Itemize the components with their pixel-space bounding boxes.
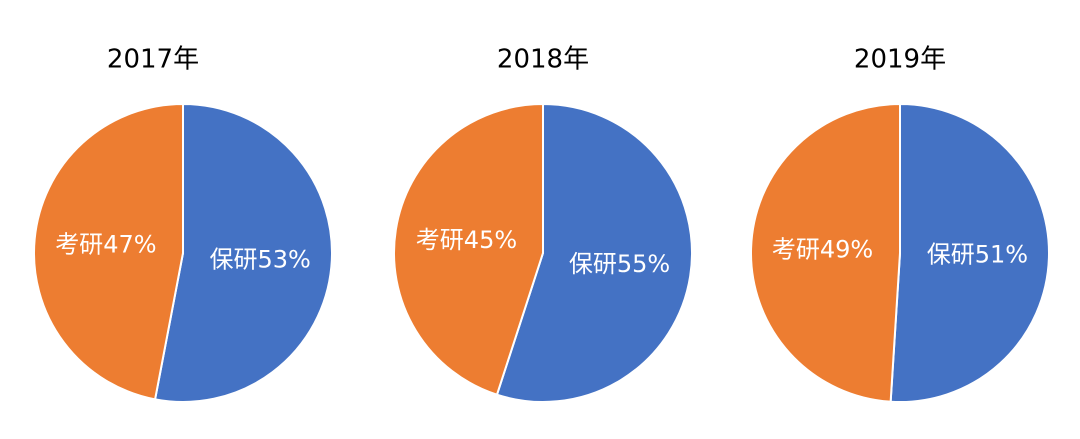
pie-slice [750,102,901,403]
pie-slice [495,102,693,403]
category-label: 考研 [55,231,103,259]
chart-title: 2019年 [854,45,946,75]
chart-title: 2017年 [107,45,199,75]
category-label: 考研 [772,236,820,264]
value-label: 53% [257,245,310,273]
category-label: 保研 [209,245,257,273]
category-label: 保研 [927,240,975,268]
pie-slice [889,102,1050,403]
category-label: 考研 [416,226,464,254]
data-label: 保研51% [927,240,1028,268]
value-label: 47% [103,231,156,259]
value-label: 55% [617,250,670,278]
data-label: 考研47% [55,231,156,259]
data-label: 考研49% [772,236,873,264]
data-label: 保研55% [569,250,670,278]
pie-slice [393,102,544,396]
pie-slice [33,102,184,401]
data-label: 保研53% [209,245,310,273]
chart-title: 2018年 [497,45,589,75]
data-label: 考研45% [416,226,517,254]
category-label: 保研 [569,250,617,278]
value-label: 51% [975,240,1028,268]
value-label: 49% [820,236,873,264]
pie-slice [153,102,333,403]
value-label: 45% [464,226,517,254]
